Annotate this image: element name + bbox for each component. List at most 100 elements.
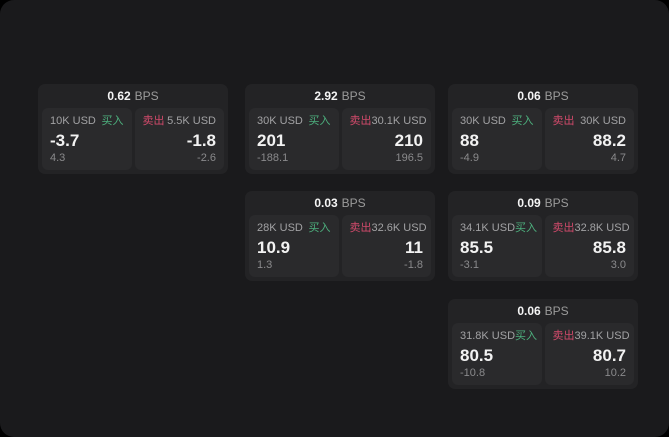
buy-panel-top: 34.1K USD 买入 (460, 222, 538, 235)
bps-value: 0.03 (314, 196, 338, 210)
sell-label: 卖出 (142, 115, 165, 127)
buy-price: -3.7 (50, 131, 80, 150)
buy-amount: 28K USD (257, 222, 303, 234)
sell-label: 卖出 (552, 330, 575, 342)
sell-amount: 5.5K USD (167, 115, 216, 127)
buy-label: 买入 (308, 222, 331, 234)
sell-quote-panel[interactable]: 卖出 39.1K USD 80.7 10.2 (544, 323, 634, 385)
bps-header: 0.06 BPS (448, 299, 638, 323)
buy-sub-value: 4.3 (50, 152, 66, 164)
buy-label: 买入 (511, 115, 534, 127)
buy-sub-value: -10.8 (460, 367, 486, 379)
sell-amount: 39.1K USD (574, 330, 630, 342)
bps-value: 0.62 (107, 89, 131, 103)
quote-panels: 31.8K USD 买入 80.5 -10.8 卖出 39.1K USD 80.… (448, 323, 638, 389)
sell-quote-panel[interactable]: 卖出 32.8K USD 85.8 3.0 (544, 215, 634, 277)
buy-sub-value: -188.1 (257, 152, 289, 164)
bps-unit: BPS (544, 304, 569, 318)
sell-panel-top: 卖出 5.5K USD (143, 115, 217, 128)
buy-price: 88 (460, 131, 479, 150)
quote-panels: 30K USD 买入 88 -4.9 卖出 30K USD 88.2 4.7 (448, 108, 638, 174)
bps-header: 0.03 BPS (245, 191, 435, 215)
sell-panel-top: 卖出 32.6K USD (349, 222, 427, 235)
sell-price: 80.7 (592, 346, 626, 365)
quote-card: 0.03 BPS 28K USD 买入 10.9 1.3 卖出 32.6K US… (245, 191, 435, 281)
sell-panel-top: 卖出 30K USD (553, 115, 627, 128)
bps-header: 0.09 BPS (448, 191, 638, 215)
sell-panel-top: 卖出 32.8K USD (552, 222, 630, 235)
sell-label: 卖出 (552, 115, 575, 127)
buy-label: 买入 (515, 222, 538, 234)
bps-value: 0.06 (517, 304, 541, 318)
quote-card: 0.06 BPS 30K USD 买入 88 -4.9 卖出 30K USD 8… (448, 84, 638, 174)
buy-panel-top: 30K USD 买入 (460, 115, 534, 128)
sell-price: 85.8 (592, 238, 626, 257)
sell-price: 210 (394, 131, 423, 150)
buy-price: 85.5 (460, 238, 494, 257)
buy-quote-panel[interactable]: 34.1K USD 买入 85.5 -3.1 (452, 215, 542, 277)
bps-header: 2.92 BPS (245, 84, 435, 108)
bps-value: 0.09 (517, 196, 541, 210)
quote-card: 0.09 BPS 34.1K USD 买入 85.5 -3.1 卖出 32.8K… (448, 191, 638, 281)
quote-panels: 34.1K USD 买入 85.5 -3.1 卖出 32.8K USD 85.8… (448, 215, 638, 281)
quote-panels: 10K USD 买入 -3.7 4.3 卖出 5.5K USD -1.8 -2.… (38, 108, 228, 174)
buy-amount: 10K USD (50, 115, 96, 127)
buy-panel-top: 10K USD 买入 (50, 115, 124, 128)
quote-panels: 30K USD 买入 201 -188.1 卖出 30.1K USD 210 1… (245, 108, 435, 174)
buy-sub-value: 1.3 (257, 259, 273, 271)
sell-label: 卖出 (552, 222, 575, 234)
sell-quote-panel[interactable]: 卖出 30K USD 88.2 4.7 (544, 108, 634, 170)
quote-panels: 28K USD 买入 10.9 1.3 卖出 32.6K USD 11 -1.8 (245, 215, 435, 281)
buy-quote-panel[interactable]: 30K USD 买入 201 -188.1 (249, 108, 339, 170)
sell-label: 卖出 (349, 222, 372, 234)
sell-price: -1.8 (186, 131, 216, 150)
buy-quote-panel[interactable]: 10K USD 买入 -3.7 4.3 (42, 108, 132, 170)
sell-price: 11 (405, 238, 423, 257)
sell-sub-value: -2.6 (197, 152, 216, 164)
buy-label: 买入 (515, 330, 538, 342)
quote-card: 0.06 BPS 31.8K USD 买入 80.5 -10.8 卖出 39.1… (448, 299, 638, 389)
sell-price: 88.2 (592, 131, 626, 150)
buy-sub-value: -4.9 (460, 152, 479, 164)
sell-panel-top: 卖出 39.1K USD (552, 330, 630, 343)
buy-price: 201 (257, 131, 286, 150)
quote-card: 0.62 BPS 10K USD 买入 -3.7 4.3 卖出 5.5K USD… (38, 84, 228, 174)
bps-value: 0.06 (517, 89, 541, 103)
sell-panel-top: 卖出 30.1K USD (350, 115, 427, 128)
buy-label: 买入 (101, 115, 124, 127)
sell-amount: 32.8K USD (574, 222, 630, 234)
buy-panel-top: 30K USD 买入 (257, 115, 331, 128)
bps-header: 0.62 BPS (38, 84, 228, 108)
bps-unit: BPS (341, 196, 366, 210)
sell-amount: 30K USD (580, 115, 626, 127)
sell-quote-panel[interactable]: 卖出 30.1K USD 210 196.5 (341, 108, 431, 170)
buy-panel-top: 28K USD 买入 (257, 222, 331, 235)
sell-quote-panel[interactable]: 卖出 5.5K USD -1.8 -2.6 (134, 108, 224, 170)
buy-panel-top: 31.8K USD 买入 (460, 330, 538, 343)
buy-price: 10.9 (257, 238, 291, 257)
quote-card: 2.92 BPS 30K USD 买入 201 -188.1 卖出 30.1K … (245, 84, 435, 174)
buy-amount: 34.1K USD (460, 222, 516, 234)
sell-sub-value: -1.8 (404, 259, 423, 271)
bps-unit: BPS (544, 89, 569, 103)
sell-amount: 32.6K USD (371, 222, 427, 234)
buy-label: 买入 (308, 115, 331, 127)
bps-header: 0.06 BPS (448, 84, 638, 108)
buy-quote-panel[interactable]: 31.8K USD 买入 80.5 -10.8 (452, 323, 542, 385)
sell-amount: 30.1K USD (371, 115, 427, 127)
buy-quote-panel[interactable]: 28K USD 买入 10.9 1.3 (249, 215, 339, 277)
bps-value: 2.92 (314, 89, 338, 103)
buy-quote-panel[interactable]: 30K USD 买入 88 -4.9 (452, 108, 542, 170)
buy-amount: 31.8K USD (460, 330, 516, 342)
bps-unit: BPS (544, 196, 569, 210)
sell-sub-value: 10.2 (604, 367, 626, 379)
sell-sub-value: 4.7 (610, 152, 626, 164)
bps-unit: BPS (134, 89, 159, 103)
sell-sub-value: 196.5 (395, 152, 423, 164)
sell-quote-panel[interactable]: 卖出 32.6K USD 11 -1.8 (341, 215, 431, 277)
bps-unit: BPS (341, 89, 366, 103)
buy-price: 80.5 (460, 346, 494, 365)
buy-amount: 30K USD (257, 115, 303, 127)
sell-sub-value: 3.0 (610, 259, 626, 271)
